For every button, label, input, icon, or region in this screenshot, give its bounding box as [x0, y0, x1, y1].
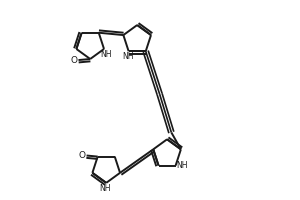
Text: NH: NH — [122, 52, 134, 61]
Text: NH: NH — [176, 161, 187, 170]
Text: NH: NH — [100, 50, 112, 59]
Text: O: O — [70, 56, 77, 65]
Text: O: O — [78, 151, 85, 160]
Text: NH: NH — [99, 184, 111, 193]
